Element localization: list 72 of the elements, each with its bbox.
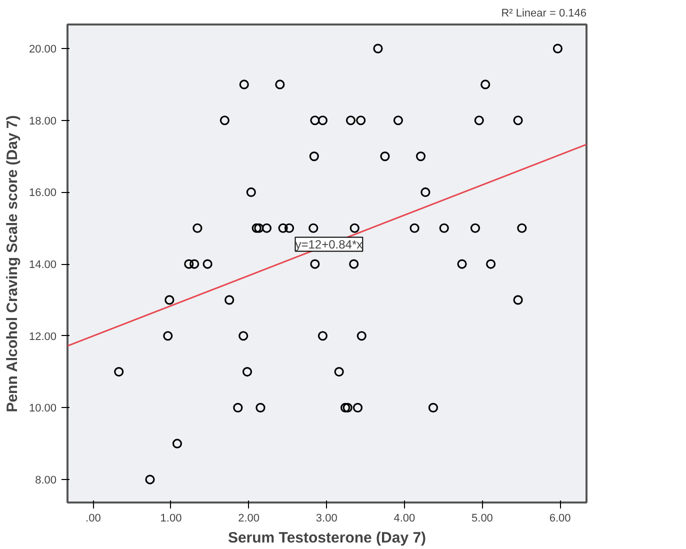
x-tick-label: 2.00 (238, 512, 260, 524)
point (202, 259, 212, 269)
point (310, 259, 320, 269)
x-tick-label: .00 (86, 512, 101, 524)
point (164, 295, 174, 305)
point (517, 223, 527, 233)
point (410, 223, 420, 233)
point (552, 44, 563, 54)
point (262, 223, 272, 233)
point (356, 116, 366, 126)
x-axis-title: Serum Testosterone (Day 7) (228, 530, 426, 546)
x-tick-label: 1.00 (160, 512, 182, 524)
point (474, 116, 484, 126)
x-tick-label: 4.00 (394, 512, 416, 524)
point (416, 152, 426, 162)
y-axis-title: Penn Alcohol Craving Scale score (Day 7) (4, 115, 21, 412)
point (308, 223, 318, 233)
point (310, 116, 320, 126)
y-tick-label: 14.00 (28, 259, 57, 272)
point (192, 223, 202, 233)
y-tick-label: 16.00 (28, 187, 57, 200)
point (342, 402, 352, 412)
point (356, 331, 366, 341)
point (114, 366, 124, 377)
point (420, 187, 430, 198)
x-tick-label: 3.00 (316, 512, 338, 524)
point (246, 187, 256, 198)
x-tick-label: 6.00 (549, 512, 571, 524)
point (352, 402, 363, 412)
point (340, 402, 350, 412)
point (513, 295, 523, 305)
point (349, 259, 359, 269)
y-tick-label: 8.00 (35, 474, 57, 487)
point (275, 80, 285, 90)
point (190, 259, 200, 269)
y-tick-label: 20.00 (28, 44, 57, 56)
point (239, 80, 249, 90)
point (172, 438, 182, 448)
point (233, 402, 243, 412)
point (242, 366, 252, 377)
point (470, 223, 480, 233)
point (439, 223, 449, 233)
point (238, 331, 248, 341)
point (256, 402, 266, 412)
y-tick-label: 12.00 (28, 330, 57, 343)
x-tick-label: 5.00 (472, 512, 493, 524)
point (284, 223, 294, 233)
point (278, 223, 288, 233)
point (224, 295, 234, 305)
point (252, 223, 262, 233)
point (318, 116, 328, 126)
point (380, 152, 390, 162)
point (480, 80, 490, 90)
point (373, 44, 383, 54)
point (309, 152, 319, 162)
y-tick-label: 10.00 (28, 402, 57, 415)
point (220, 116, 230, 126)
point (254, 223, 264, 233)
point (184, 259, 194, 269)
text: R² Linear = 0.146 (501, 8, 587, 20)
point (145, 474, 155, 484)
point (513, 116, 523, 126)
point (334, 366, 344, 377)
point (393, 116, 403, 126)
point (163, 331, 173, 341)
point (457, 259, 467, 269)
point (350, 223, 360, 233)
point (428, 402, 438, 412)
point (346, 116, 356, 126)
point (318, 331, 328, 341)
point (486, 259, 496, 269)
y-tick-label: 18.00 (28, 115, 57, 128)
